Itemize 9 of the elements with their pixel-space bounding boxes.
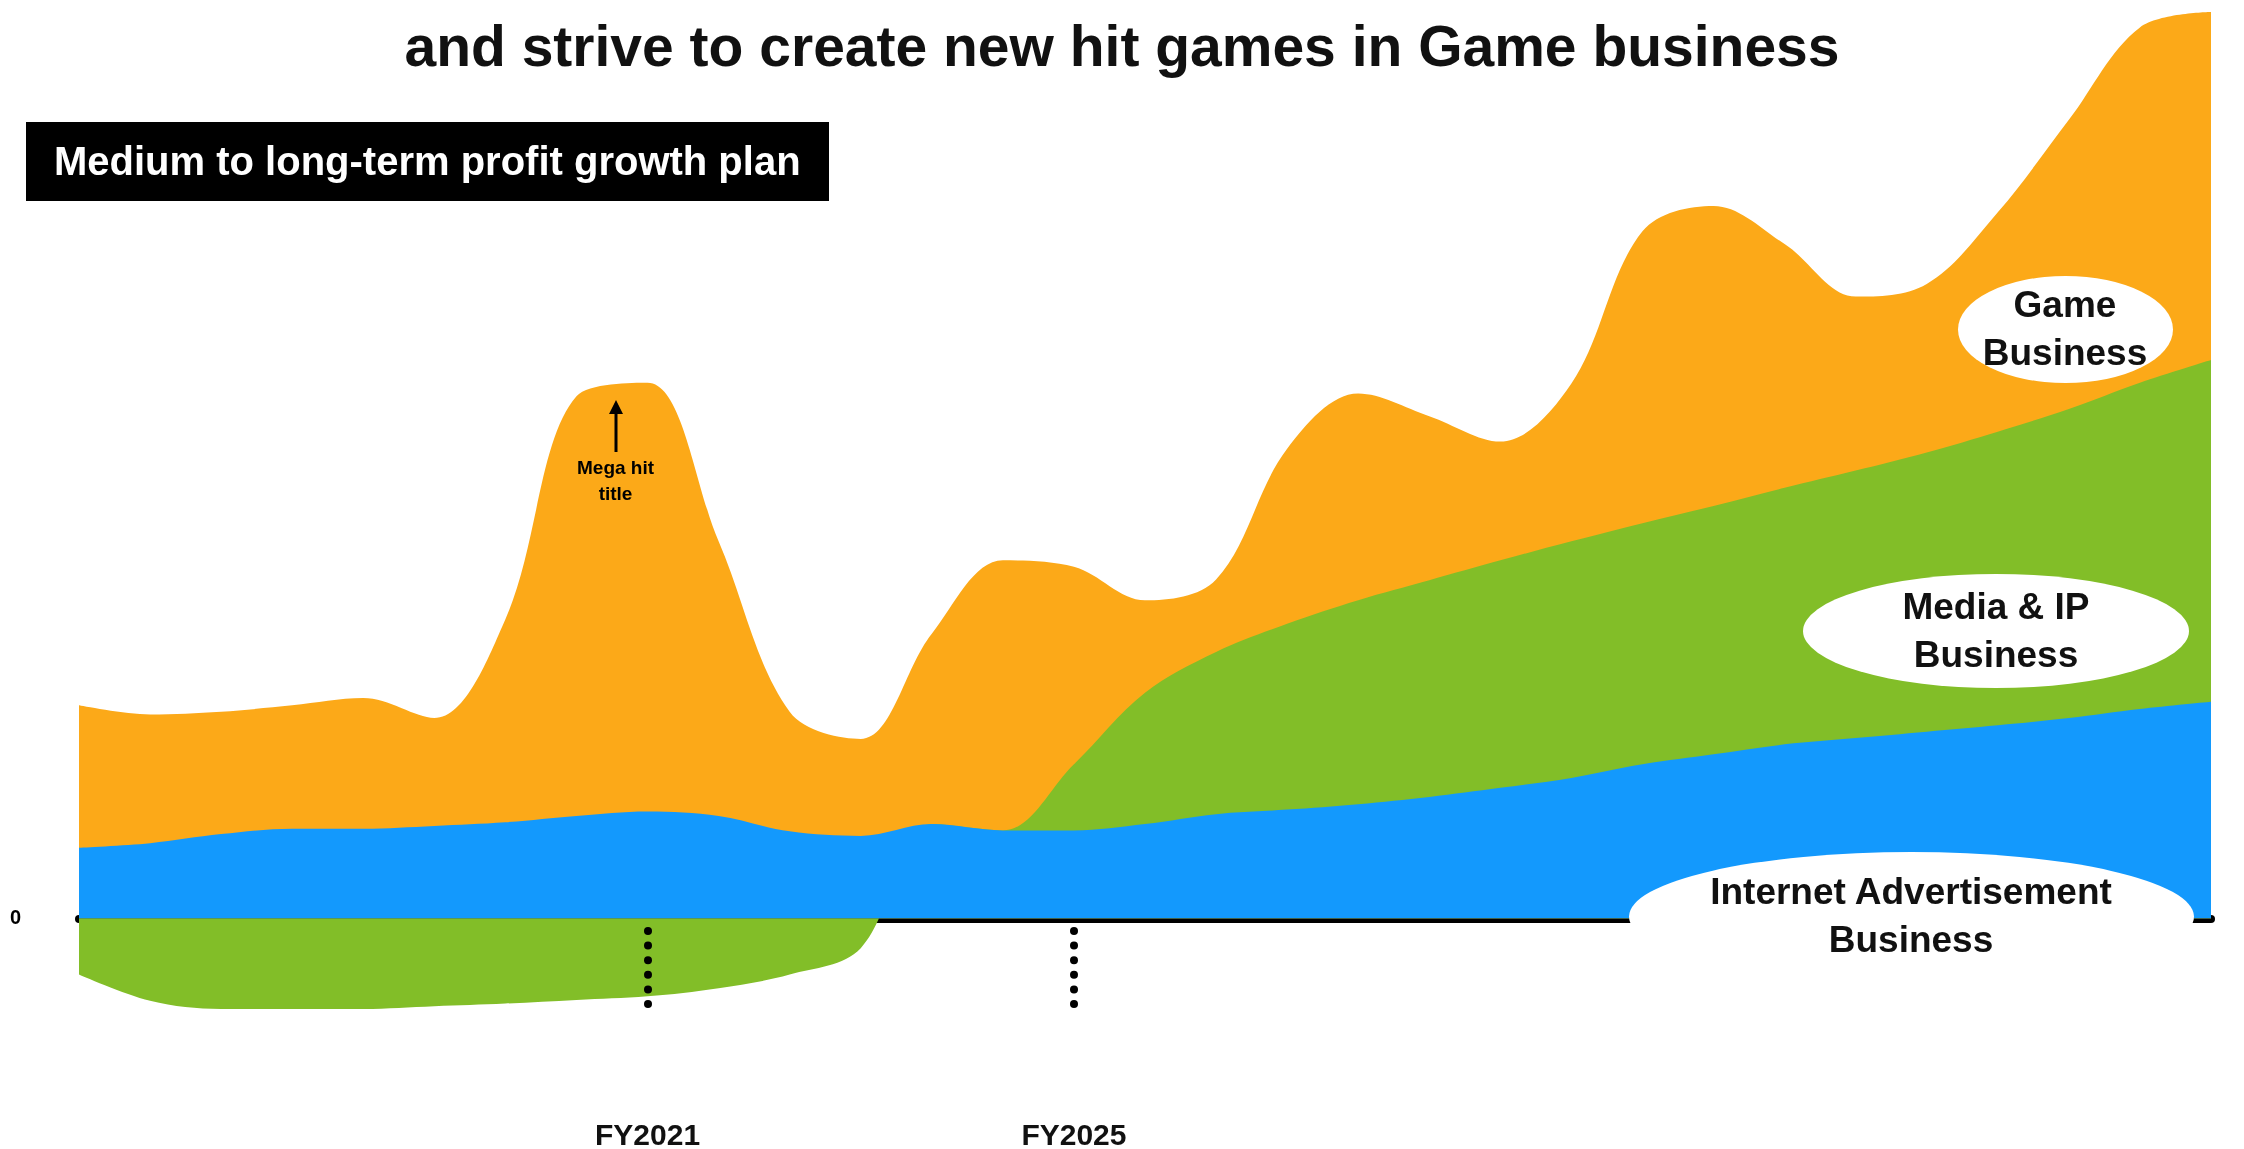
series-label: Media & IP Business (1901, 584, 2091, 677)
x-tick-label: FY2021 (594, 1117, 701, 1149)
annotation: Medium to long-term profit growth plan (26, 122, 829, 201)
series-label: Game Business (1982, 282, 2148, 375)
annotation: Mega hit title (576, 456, 656, 506)
series-label: Internet Advertisement Business (1709, 869, 2113, 962)
text: 0 (10, 906, 22, 930)
chart-title: and strive to create new hit games in Game business (404, 13, 1840, 78)
x-tick-label: FY2025 (1021, 1117, 1127, 1149)
